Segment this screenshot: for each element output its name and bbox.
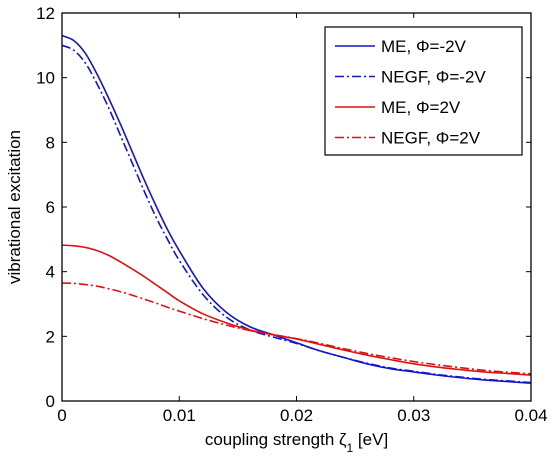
legend-label-1: ME, Φ=-2V	[381, 37, 467, 56]
plot-series-group	[61, 34, 532, 385]
y-tick-label: 10	[36, 69, 55, 88]
x-axis-label-subscript: 1	[347, 441, 354, 455]
y-axis-label: vibrational excitation	[5, 130, 24, 284]
legend-label-3: ME, Φ=2V	[381, 98, 461, 117]
y-tick-label: 6	[46, 198, 55, 217]
y-tick-label: 4	[46, 263, 55, 282]
series-line-4	[61, 282, 532, 375]
x-axis-label-unit: [eV]	[353, 430, 388, 449]
axis-ticks-group	[61, 12, 532, 402]
x-axis-label-main: coupling strength ζ	[205, 430, 347, 449]
x-tick-label: 0.02	[280, 406, 313, 425]
x-axis-label: coupling strength ζ1 [eV]	[205, 430, 388, 455]
series-line-3	[61, 244, 532, 376]
x-tick-label: 0.01	[163, 406, 196, 425]
series-line-2	[61, 44, 532, 384]
y-tick-label: 0	[46, 392, 55, 411]
y-tick-label: 12	[36, 4, 55, 23]
x-tick-label: 0.03	[397, 406, 430, 425]
y-tick-label: 2	[46, 327, 55, 346]
x-tick-label: 0.04	[514, 406, 547, 425]
axis-tick-labels-group: 0 0.01 0.02 0.03 0.04 0 2 4 6 8 10 12	[36, 4, 547, 425]
legend-box	[324, 26, 523, 156]
legend-label-4: NEGF, Φ=2V	[381, 129, 481, 148]
x-tick-label: 0	[57, 406, 66, 425]
y-tick-label: 8	[46, 133, 55, 152]
legend: ME, Φ=-2V NEGF, Φ=-2V ME, Φ=2V NEGF, Φ=2V	[324, 26, 523, 156]
legend-label-2: NEGF, Φ=-2V	[381, 68, 486, 87]
